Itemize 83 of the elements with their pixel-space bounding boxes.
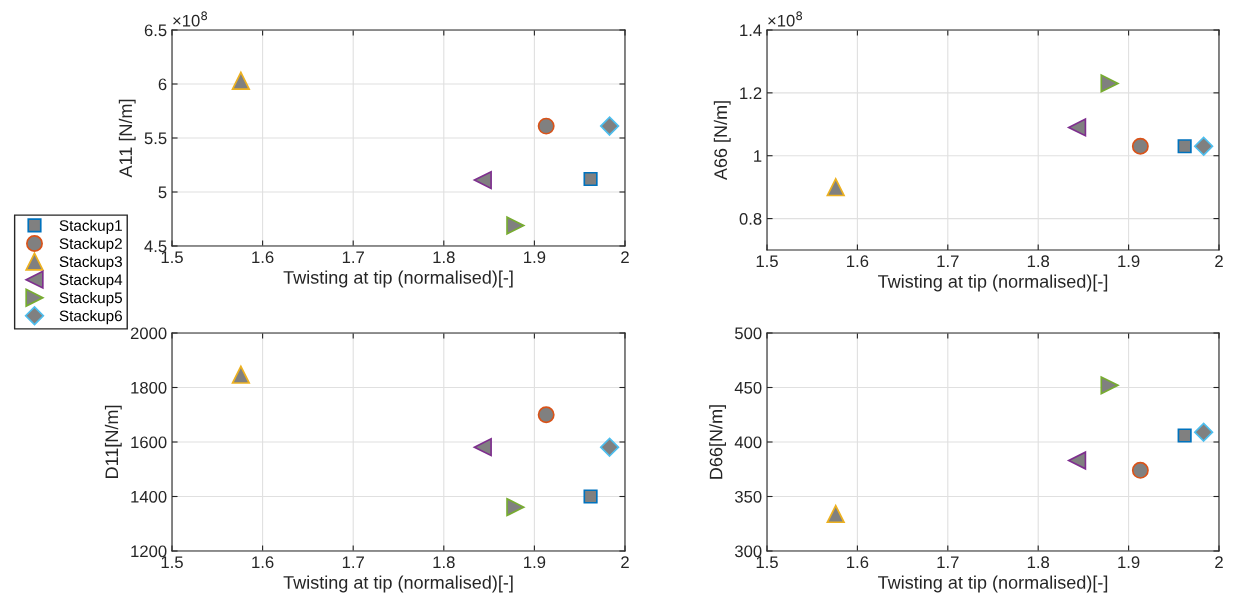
legend-label: Stackup4: [59, 273, 123, 289]
x-tick-label: 1.9: [524, 556, 546, 569]
x-tick-label: 1.7: [937, 255, 959, 267]
x-axis-title: Twisting at tip (normalised)[-]: [878, 274, 1108, 292]
y-tick-label: 6: [158, 78, 167, 91]
point: [1177, 139, 1192, 154]
x-tick-label: 1.8: [1027, 556, 1050, 569]
legend-label: Stackup6: [59, 310, 122, 325]
point: [583, 171, 598, 187]
y-axis-title: D66[N/m]: [709, 405, 726, 479]
y-tick-label: 4.5: [144, 240, 167, 253]
x-tick-label: 2: [1215, 556, 1223, 568]
point: [506, 216, 525, 235]
y-tick-label: 6.5: [144, 24, 167, 37]
x-tick-label: 1.5: [161, 251, 183, 264]
point: [537, 406, 555, 424]
y-tick-label: 1600: [131, 436, 167, 449]
x-tick-label: 1.5: [161, 556, 183, 569]
point: [1067, 118, 1087, 137]
x-tick-label: 1.6: [847, 255, 869, 268]
x-tick-label: 1.7: [342, 556, 364, 568]
x-tick-label: 1.7: [342, 251, 364, 263]
x-tick-label: 2: [621, 251, 629, 263]
x-tick-label: 1.9: [1118, 556, 1140, 569]
point: [1193, 136, 1214, 156]
y-axis-title: D11[N/m]: [104, 405, 122, 478]
text: ×10$^{8}$: [173, 11, 208, 27]
point: [231, 365, 251, 384]
x-tick-label: 1.9: [524, 251, 546, 264]
point: [599, 437, 620, 457]
x-tick-label: 2: [1215, 255, 1223, 267]
x-tick-label: 1.5: [756, 255, 778, 268]
y-tick-label: 1400: [131, 490, 167, 503]
y-tick-label: 0.8: [739, 212, 762, 225]
y-tick-label: 1: [754, 150, 762, 162]
y-tick-label: 1.4: [740, 24, 762, 37]
point: [583, 489, 598, 504]
legend-label: Stackup2: [59, 237, 122, 253]
point: [826, 177, 845, 197]
y-tick-label: 1200: [131, 545, 167, 558]
y-tick-label: 5: [158, 186, 167, 199]
legend-label: Stackup5: [59, 291, 122, 307]
point: [1131, 137, 1149, 155]
x-tick-label: 1.7: [937, 556, 959, 568]
x-axis-title: Twisting at tip (normalised)[-]: [283, 575, 513, 593]
y-tick-label: 450: [734, 381, 762, 394]
legend-label: Stackup3: [59, 255, 122, 271]
y-tick-label: 300: [734, 545, 762, 558]
point: [537, 117, 555, 135]
y-tick-label: 2000: [130, 327, 167, 340]
point: [599, 116, 620, 136]
y-tick-label: 400: [734, 436, 762, 449]
x-tick-label: 1.6: [252, 251, 274, 264]
point: [506, 497, 525, 517]
x-tick-label: 1.5: [756, 556, 778, 569]
y-tick-label: 1.2: [740, 87, 762, 99]
y-tick-label: 500: [735, 327, 762, 340]
y-tick-label: 350: [734, 490, 762, 503]
x-tick-label: 1.6: [847, 556, 869, 569]
point: [473, 170, 492, 190]
x-tick-label: 1.6: [252, 556, 274, 569]
x-axis-title: Twisting at tip (normalised)[-]: [283, 270, 513, 288]
y-tick-label: 5.5: [144, 132, 167, 145]
x-tick-label: 2: [621, 556, 629, 568]
x-tick-label: 1.9: [1118, 255, 1140, 268]
point: [1193, 422, 1214, 442]
point: [231, 71, 251, 90]
y-tick-label: 1800: [131, 381, 167, 394]
point: [1131, 461, 1149, 479]
x-tick-label: 1.8: [433, 556, 455, 569]
point: [473, 438, 492, 457]
point: [1100, 74, 1119, 93]
legend-label: Stackup1: [59, 219, 122, 234]
y-axis-title: A11 [N/m]: [118, 99, 136, 178]
y-axis-title: A66 [N/m]: [713, 101, 731, 181]
point: [1067, 451, 1087, 470]
x-tick-label: 1.8: [433, 251, 455, 264]
text: ×10$^{8}$: [768, 11, 803, 27]
point: [1177, 428, 1192, 443]
point: [1100, 376, 1119, 395]
x-tick-label: 1.8: [1027, 255, 1050, 268]
x-axis-title: Twisting at tip (normalised)[-]: [878, 575, 1108, 593]
point: [826, 504, 845, 524]
